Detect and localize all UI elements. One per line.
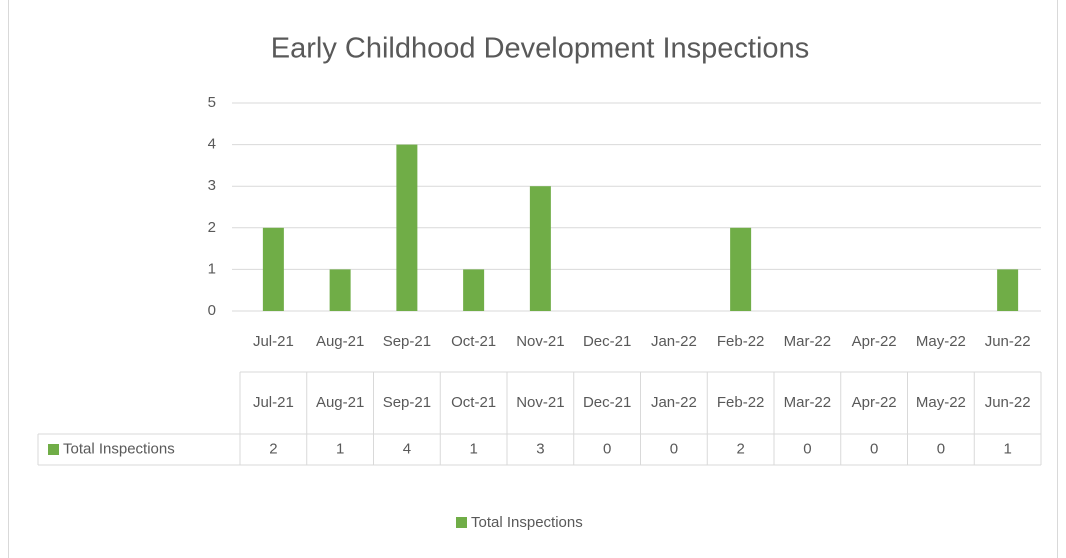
bar — [730, 227, 752, 311]
table-header: Apr-22 — [852, 394, 897, 411]
table-value: 1 — [469, 440, 477, 457]
table-value: 2 — [269, 440, 277, 457]
table-value: 1 — [336, 440, 344, 457]
table-header: Sep-21 — [383, 394, 431, 411]
table-header: Aug-21 — [316, 394, 364, 411]
bar — [529, 186, 551, 311]
bar — [262, 227, 284, 311]
table-header: Oct-21 — [451, 394, 496, 411]
y-tick-label: 1 — [208, 260, 216, 277]
x-tick-label: Jun-22 — [985, 333, 1031, 350]
table-header: Jan-22 — [651, 394, 697, 411]
chart-border — [8, 0, 1058, 558]
table-series-name: Total Inspections — [63, 440, 175, 457]
table-value: 3 — [536, 440, 544, 457]
table-value: 0 — [803, 440, 811, 457]
y-tick-label: 0 — [208, 302, 216, 319]
table-value: 1 — [1003, 440, 1011, 457]
table-header: Dec-21 — [583, 394, 631, 411]
table-header: Jun-22 — [985, 394, 1031, 411]
table-header: Feb-22 — [717, 394, 765, 411]
bar — [396, 144, 418, 311]
x-tick-label: Dec-21 — [583, 333, 631, 350]
x-tick-label: Apr-22 — [852, 333, 897, 350]
x-tick-label: Aug-21 — [316, 333, 364, 350]
y-tick-label: 3 — [208, 177, 216, 194]
y-tick-label: 4 — [208, 136, 216, 153]
table-value: 0 — [870, 440, 878, 457]
table-value: 4 — [403, 440, 411, 457]
legend-key — [456, 517, 467, 528]
bar — [329, 269, 351, 311]
table-header: Jul-21 — [253, 394, 294, 411]
x-tick-label: Mar-22 — [784, 333, 832, 350]
x-tick-label: Feb-22 — [717, 333, 765, 350]
table-header: May-22 — [916, 394, 966, 411]
y-tick-label: 5 — [208, 94, 216, 111]
x-tick-label: Oct-21 — [451, 333, 496, 350]
table-header: Nov-21 — [516, 394, 564, 411]
x-tick-label: Jul-21 — [253, 333, 294, 350]
table-value: 0 — [937, 440, 945, 457]
x-tick-label: Sep-21 — [383, 333, 431, 350]
x-tick-label: Jan-22 — [651, 333, 697, 350]
x-tick-label: Nov-21 — [516, 333, 564, 350]
legend-label: Total Inspections — [471, 514, 583, 531]
table-legend-key — [48, 444, 59, 455]
table-value: 0 — [603, 440, 611, 457]
x-tick-label: May-22 — [916, 333, 966, 350]
table-value: 2 — [736, 440, 744, 457]
bar — [463, 269, 485, 311]
chart-title: Early Childhood Development Inspections — [271, 33, 809, 65]
table-value: 0 — [670, 440, 678, 457]
table-header: Mar-22 — [784, 394, 832, 411]
y-tick-label: 2 — [208, 219, 216, 236]
bar — [997, 269, 1019, 311]
